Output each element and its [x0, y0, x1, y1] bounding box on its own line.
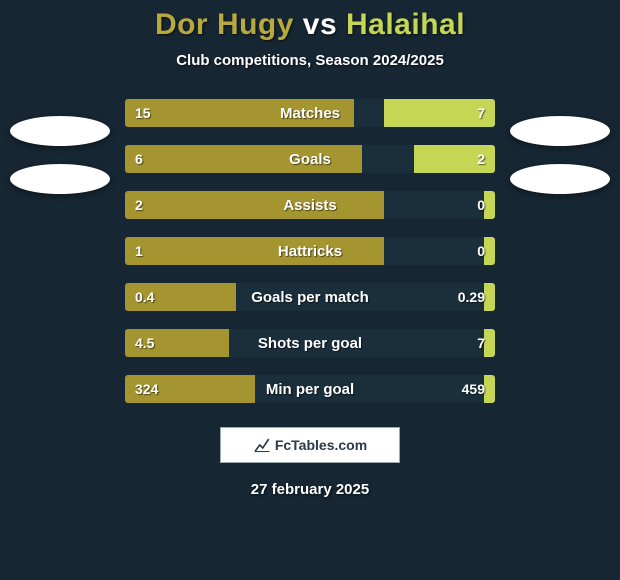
stat-value-right: 459 [462, 381, 485, 397]
stat-row: Shots per goal4.5 7 [125, 329, 495, 357]
stat-row: Goals6 2 [125, 145, 495, 173]
stat-value-right: 0.29 [458, 289, 485, 305]
stat-value-right: 7 [477, 335, 485, 351]
vs-text: vs [303, 8, 337, 41]
stat-row: Goals per match0.4 0.29 [125, 283, 495, 311]
date-label: 27 february 2025 [0, 481, 620, 498]
stat-label: Goals per match [125, 289, 495, 306]
stat-label: Shots per goal [125, 335, 495, 352]
stat-value-left: 324 [135, 381, 158, 397]
stat-value-right: 0 [477, 243, 485, 259]
source-badge: FcTables.com [220, 427, 400, 463]
stat-value-left: 1 [135, 243, 143, 259]
stat-row: Hattricks1 0 [125, 237, 495, 265]
player2-country-logo [510, 164, 610, 194]
stats-bars: Matches157Goals62Assists20Hattricks10Goa… [125, 99, 495, 403]
player2-name: Halaihal [346, 8, 465, 41]
stat-value-left: 15 [135, 105, 151, 121]
comparison-card: Dor Hugy vs Halaihal Club competitions, … [0, 0, 620, 580]
chart-icon [253, 436, 271, 454]
stat-label: Assists [125, 197, 495, 214]
player1-logos [10, 116, 110, 194]
stat-row: Matches15 7 [125, 99, 495, 127]
stat-value-right: 2 [477, 151, 485, 167]
player2-club-logo [510, 116, 610, 146]
stat-row: Assists2 0 [125, 191, 495, 219]
stat-label: Min per goal [125, 381, 495, 398]
stat-value-left: 2 [135, 197, 143, 213]
player1-name: Dor Hugy [155, 8, 294, 41]
stat-row: Min per goal324 459 [125, 375, 495, 403]
stat-value-right: 0 [477, 197, 485, 213]
page-title: Dor Hugy vs Halaihal [0, 8, 620, 42]
stat-label: Hattricks [125, 243, 495, 260]
stat-label: Matches [125, 105, 495, 122]
player1-country-logo [10, 164, 110, 194]
player2-logos [510, 116, 610, 194]
stat-value-right: 7 [477, 105, 485, 121]
stat-value-left: 6 [135, 151, 143, 167]
source-label: FcTables.com [275, 437, 367, 453]
stat-value-left: 0.4 [135, 289, 154, 305]
stat-value-left: 4.5 [135, 335, 154, 351]
stat-label: Goals [125, 151, 495, 168]
player1-club-logo [10, 116, 110, 146]
subtitle: Club competitions, Season 2024/2025 [0, 52, 620, 69]
